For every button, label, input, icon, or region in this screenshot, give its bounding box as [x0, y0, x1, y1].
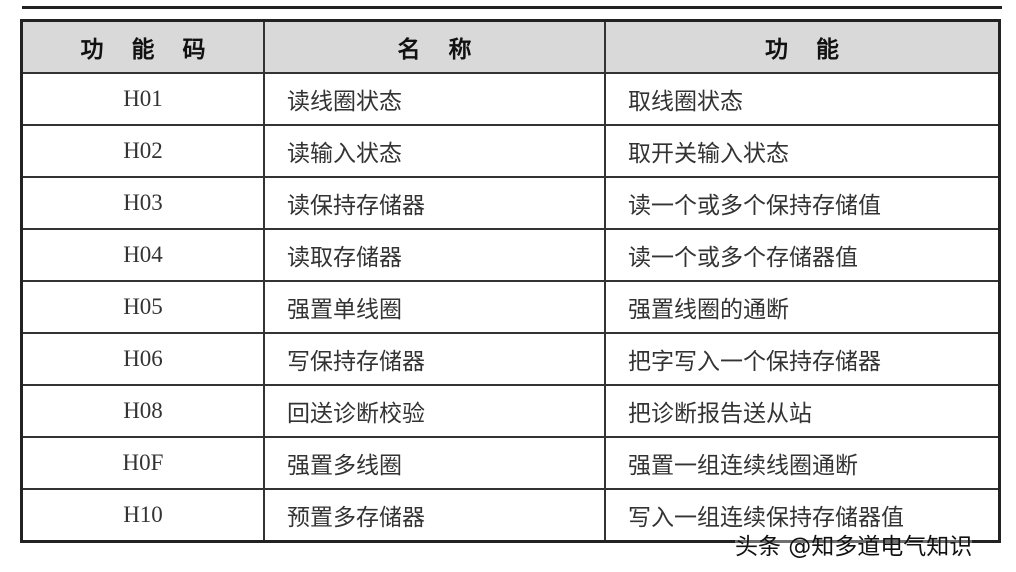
cell-function: 把诊断报告送从站	[604, 384, 1001, 438]
table-row: H10 预置多存储器 写入一组连续保持存储器值	[20, 488, 1001, 543]
cell-code: H03	[20, 176, 265, 230]
cell-function: 取开关输入状态	[604, 124, 1001, 178]
cell-function: 把字写入一个保持存储器	[604, 332, 1001, 386]
header-function: 功能	[604, 19, 1001, 74]
function-code-table: 功能码 名称 功能 H01 读线圈状态 取线圈状态 H02 读输入状态 取开关输入状态 H0…	[20, 19, 1001, 543]
cell-function: 读一个或多个保持存储值	[604, 176, 1001, 230]
cell-function: 读一个或多个存储器值	[604, 228, 1001, 282]
table-row: H01 读线圈状态 取线圈状态	[20, 72, 1001, 126]
header-row: 功能码 名称 功能	[20, 19, 1001, 74]
cell-function: 强置一组连续线圈通断	[604, 436, 1001, 490]
table-row: H06 写保持存储器 把字写入一个保持存储器	[20, 332, 1001, 386]
cell-name: 读输入状态	[263, 124, 606, 178]
cell-code: H01	[20, 72, 265, 126]
table-row: H08 回送诊断校验 把诊断报告送从站	[20, 384, 1001, 438]
table-row: H05 强置单线圈 强置线圈的通断	[20, 280, 1001, 334]
cell-code: H06	[20, 332, 265, 386]
cell-code: H0F	[20, 436, 265, 490]
table-row: H04 读取存储器 读一个或多个存储器值	[20, 228, 1001, 282]
cell-name: 强置多线圈	[263, 436, 606, 490]
top-rule	[22, 6, 1002, 9]
cell-name: 读取存储器	[263, 228, 606, 282]
cell-name: 强置单线圈	[263, 280, 606, 334]
cell-name: 读线圈状态	[263, 72, 606, 126]
cell-code: H02	[20, 124, 265, 178]
cell-code: H10	[20, 488, 265, 543]
header-function-code: 功能码	[20, 19, 265, 74]
cell-name: 回送诊断校验	[263, 384, 606, 438]
table-row: H03 读保持存储器 读一个或多个保持存储值	[20, 176, 1001, 230]
table-row: H0F 强置多线圈 强置一组连续线圈通断	[20, 436, 1001, 490]
cell-function: 取线圈状态	[604, 72, 1001, 126]
cell-name: 预置多存储器	[263, 488, 606, 543]
watermark: 头条 @知多道电气知识	[735, 527, 973, 561]
cell-function: 写入一组连续保持存储器值	[604, 488, 1001, 543]
cell-code: H04	[20, 228, 265, 282]
cell-function: 强置线圈的通断	[604, 280, 1001, 334]
cell-name: 读保持存储器	[263, 176, 606, 230]
table-row: H02 读输入状态 取开关输入状态	[20, 124, 1001, 178]
cell-name: 写保持存储器	[263, 332, 606, 386]
cell-code: H05	[20, 280, 265, 334]
header-name: 名称	[263, 19, 606, 74]
cell-code: H08	[20, 384, 265, 438]
